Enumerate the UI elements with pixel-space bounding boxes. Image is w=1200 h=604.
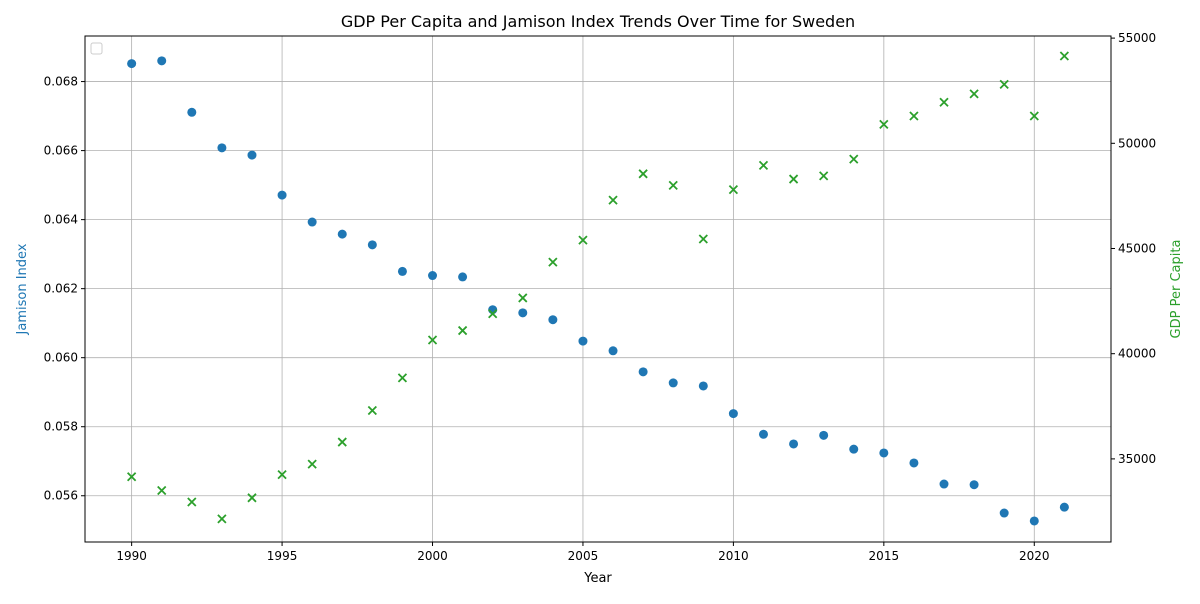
jamison-index-point	[337, 229, 347, 239]
jamison-index-point	[217, 143, 227, 153]
jamison-index-point	[728, 409, 738, 419]
gdp-per-capita-point	[939, 97, 949, 107]
jamison-index-point	[909, 458, 919, 468]
left-y-axis-title: Jamison Index	[15, 243, 30, 335]
gdp-per-capita-point	[427, 335, 438, 345]
jamison-index-point	[518, 308, 528, 318]
gdp-per-capita-point	[217, 514, 227, 524]
x-tick-label: 1995	[267, 549, 298, 563]
gdp-per-capita-point	[518, 293, 528, 303]
gdp-per-capita-point	[608, 195, 618, 205]
left-y-tick-label: 0.064	[44, 213, 78, 227]
jamison-index-point	[849, 444, 859, 454]
jamison-index-point	[367, 240, 377, 250]
jamison-index-point	[307, 217, 317, 227]
x-tick-label: 2015	[869, 549, 900, 563]
jamison-index-point	[638, 367, 648, 377]
left-y-tick-label: 0.056	[44, 489, 78, 503]
gdp-per-capita-point	[849, 154, 859, 164]
gdp-per-capita-point	[909, 111, 919, 121]
jamison-index-point	[668, 378, 678, 388]
gdp-per-capita-point	[638, 169, 648, 179]
gdp-per-capita-point	[728, 184, 739, 195]
x-tick-label: 1990	[116, 549, 147, 563]
jamison-index-point	[548, 315, 558, 325]
gdp-per-capita-point	[578, 235, 588, 245]
gdp-per-capita-point	[488, 309, 498, 319]
jamison-index-point	[1029, 516, 1039, 526]
left-y-tick-label: 0.062	[44, 282, 78, 296]
jamison-index-point	[999, 508, 1009, 518]
jamison-index-point	[608, 346, 618, 356]
gdp-per-capita-point	[367, 405, 377, 416]
jamison-index-point	[819, 430, 829, 440]
jamison-index-point	[397, 266, 407, 276]
gdp-per-capita-point	[307, 459, 317, 469]
jamison-index-point	[127, 59, 137, 69]
gdp-per-capita-point	[397, 373, 408, 383]
jamison-index-point	[879, 448, 889, 458]
gdp-per-capita-point	[1029, 111, 1039, 121]
left-y-tick-label: 0.066	[44, 144, 78, 158]
jamison-index-point	[939, 479, 949, 489]
left-y-tick-label: 0.058	[44, 420, 78, 434]
left-y-tick-label: 0.060	[44, 351, 78, 365]
gdp-per-capita-point	[698, 234, 708, 244]
gdp-per-capita-point	[187, 497, 197, 507]
grid	[85, 36, 1111, 542]
right-y-tick-label: 40000	[1118, 347, 1156, 361]
series-layer	[126, 51, 1069, 526]
jamison-index-point	[187, 107, 197, 117]
jamison-index-point	[969, 480, 979, 490]
chart-title: GDP Per Capita and Jamison Index Trends …	[341, 12, 855, 31]
jamison-index-point	[758, 429, 768, 439]
right-y-tick-label: 55000	[1118, 31, 1156, 45]
gdp-per-capita-point	[1059, 51, 1069, 61]
left-y-tick-label: 0.068	[44, 75, 78, 89]
jamison-index-point	[247, 150, 257, 160]
gdp-per-capita-point	[277, 470, 287, 480]
gdp-per-capita-point	[548, 257, 558, 267]
gdp-per-capita-point	[247, 493, 257, 503]
gdp-per-capita-point	[969, 89, 979, 99]
x-axis-title: Year	[583, 571, 612, 586]
gdp-per-capita-point	[457, 325, 468, 336]
right-y-tick-label: 35000	[1118, 452, 1156, 466]
x-tick-label: 2010	[718, 549, 749, 563]
jamison-index-point	[157, 56, 167, 66]
jamison-index-point	[789, 439, 799, 449]
gdp-per-capita-point	[126, 472, 137, 482]
jamison-index-point	[698, 381, 708, 391]
x-tick-label: 2000	[417, 549, 448, 563]
jamison-index-point	[578, 336, 588, 346]
right-y-tick-label: 50000	[1118, 136, 1156, 150]
gdp-per-capita-point	[157, 485, 167, 496]
gdp-per-capita-point	[819, 171, 829, 181]
x-tick-label: 2005	[568, 549, 599, 563]
gdp-per-capita-point	[337, 437, 347, 447]
right-y-axis-title: GDP Per Capita	[1169, 240, 1184, 339]
jamison-index-point	[458, 272, 468, 282]
jamison-index-point	[1059, 502, 1069, 512]
gdp-per-capita-point	[788, 174, 799, 184]
gdp-per-capita-point	[879, 119, 889, 130]
gdp-per-capita-point	[999, 79, 1009, 90]
axes: 1990 1995 2000 2005 2010 2015 2020 0.056 0.058 0.…	[44, 31, 1157, 563]
gdp-per-capita-point	[668, 180, 678, 191]
right-y-tick-label: 45000	[1118, 241, 1156, 255]
x-tick-label: 2020	[1019, 549, 1050, 563]
gdp-per-capita-point	[758, 160, 769, 171]
legend-box	[90, 42, 103, 55]
jamison-index-point	[428, 271, 438, 281]
jamison-index-point	[277, 190, 287, 200]
